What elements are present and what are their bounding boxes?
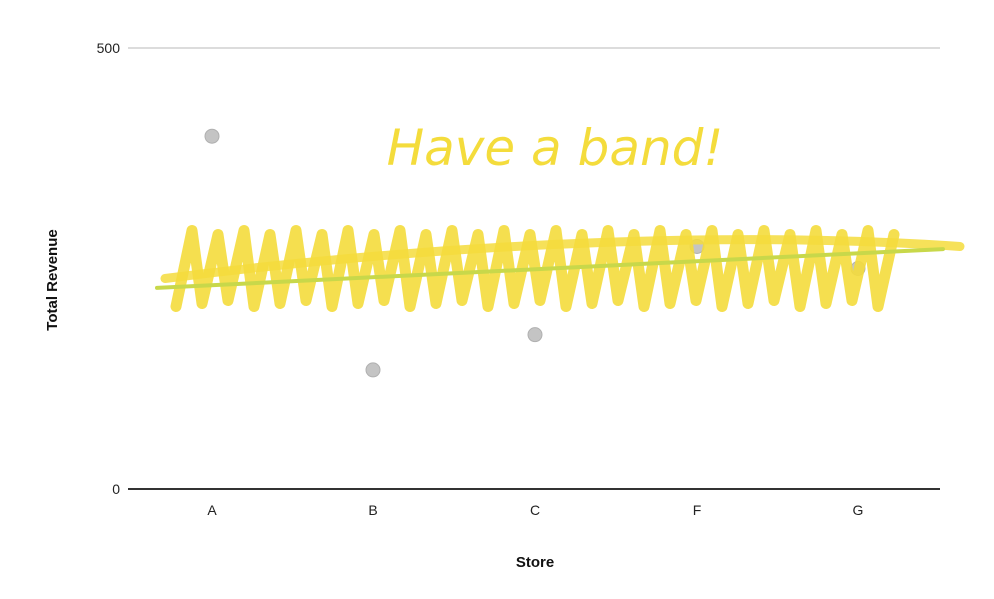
y-tick-labels: 0 500 [97, 40, 121, 497]
x-tick-label: F [693, 502, 702, 518]
x-tick-label: G [853, 502, 864, 518]
data-point [365, 362, 381, 378]
y-tick-label: 0 [112, 481, 120, 497]
x-tick-label: A [207, 502, 217, 518]
trend-line [155, 247, 945, 290]
annotation-text: Have a band! [387, 119, 724, 177]
x-axis-title: Store [516, 554, 554, 571]
data-point [204, 128, 220, 144]
grid-lines [128, 47, 940, 490]
data-point [527, 327, 543, 343]
y-tick-label: 500 [97, 40, 121, 56]
highlighter-annotation: Have a band! [155, 119, 965, 312]
x-tick-label: C [530, 502, 540, 518]
y-axis-title: Total Revenue [44, 229, 61, 330]
x-tick-label: B [368, 502, 377, 518]
highlighter-underline [160, 235, 965, 283]
